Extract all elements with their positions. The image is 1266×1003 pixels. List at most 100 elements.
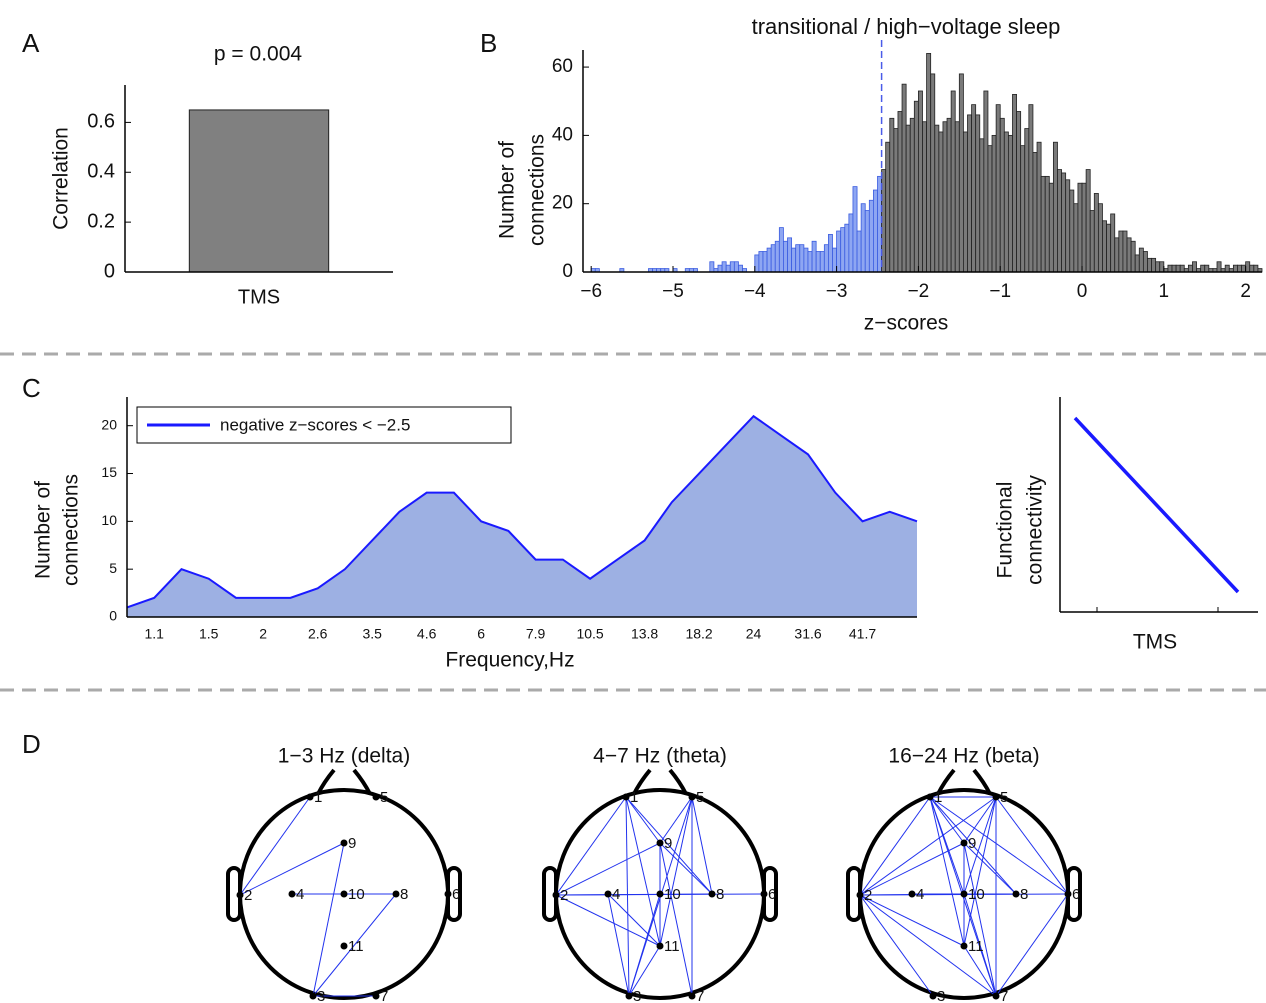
histogram-bar [758,251,764,273]
connection [625,796,661,844]
electrode-label: 10 [348,886,365,903]
histogram-bar [823,244,829,273]
histogram-bar [1032,152,1038,273]
histogram-bar [819,251,825,273]
connection [859,796,931,896]
x-tick-label: 6 [477,626,485,642]
electrode [622,793,630,801]
histogram-bar [840,227,846,273]
x-tick-label: 3.5 [362,626,382,642]
histogram-bar [963,131,968,273]
electrode [908,890,916,898]
electrode-label: 5 [696,789,704,806]
electrode-label: 5 [1000,789,1008,806]
histogram-bar [930,73,936,273]
y-tick-label: 0 [109,608,117,624]
histogram-bar [1159,261,1165,273]
histogram-bar [942,121,948,273]
x-tick-label: 2 [1240,281,1251,302]
x-tick-label: 41.7 [849,626,876,642]
histogram-bar [803,247,809,273]
y-axis-label: Correlation [50,127,73,230]
y-axis-label: Functional [994,482,1017,579]
connection [929,796,1017,895]
histogram-bar [1044,175,1050,273]
connection [929,796,1069,895]
histogram-bar [897,111,903,273]
connection [859,894,965,947]
histogram-bar [934,124,940,273]
histogram-bar [1155,261,1161,273]
histogram-bar [971,104,977,273]
histogram-bar [1007,134,1013,273]
histogram-bar [848,213,854,273]
head-title: 1−3 Hz (delta) [278,745,410,768]
connection [929,796,965,844]
electrode-label: 3 [633,988,641,1003]
electrode-label: 10 [664,886,681,903]
electrode [444,890,452,898]
histogram-bar [1249,264,1255,273]
y-tick-label: 60 [552,56,573,77]
histogram-bar [807,251,813,273]
histogram-bar [1065,179,1071,273]
histogram-bar [1224,264,1230,273]
electrode [960,942,968,950]
electrode-label: 7 [1000,988,1008,1003]
electrode [1012,890,1020,898]
connection [929,796,965,947]
electrode-label: 6 [768,886,776,903]
histogram-bar [1192,261,1197,273]
histogram-bar [1237,264,1242,273]
histogram-bar [754,254,760,273]
connection [628,945,661,997]
connection [859,894,997,997]
histogram-bar [909,117,915,273]
electrode-label: 1 [314,789,322,806]
histogram-bar [983,90,989,273]
histogram-bar [1003,131,1009,273]
electrode-label: 8 [1020,886,1028,903]
electrode [992,793,1000,801]
x-tick-label: 1 [1159,281,1170,302]
histogram-bar [1253,264,1259,273]
histogram-bar [1102,220,1107,273]
histogram-bar [950,90,956,273]
histogram-bar [918,90,923,273]
electrode-label: 9 [348,835,356,852]
electrode [552,891,560,899]
histogram-bar [811,240,817,273]
y-tick-label: 0 [104,260,115,282]
histogram-bar [1069,189,1075,273]
electrode-label: 2 [560,887,568,904]
histogram-bar [770,244,776,273]
histogram-bar [1118,230,1124,273]
x-tick-label: 1.5 [199,626,219,642]
histogram-bar [1122,230,1128,273]
histogram-bar [738,264,743,273]
histogram-bar [828,234,833,273]
x-tick-label: 10.5 [576,626,603,642]
histogram-bar [926,53,932,273]
histogram-bar [1081,182,1087,273]
electrode [236,891,244,899]
x-tick-label: −4 [744,281,766,302]
line [126,414,918,609]
x-tick-label: 1.1 [145,626,165,642]
histogram-bar [1061,172,1067,273]
electrode-label: 10 [968,886,985,903]
histogram-bar [1040,175,1046,273]
histogram-bar [1020,145,1026,273]
connection [963,893,997,997]
histogram-bar [1241,264,1247,273]
connection [625,796,630,997]
connection [239,796,311,896]
y-tick-label: 0.6 [87,111,115,133]
electrode [340,839,348,847]
connection [859,894,934,997]
histogram-bar [860,203,866,273]
histogram-bar [954,121,960,273]
electrode [288,890,296,898]
histogram-bar [1187,264,1193,273]
y-axis-label: connectivity [1024,475,1047,585]
